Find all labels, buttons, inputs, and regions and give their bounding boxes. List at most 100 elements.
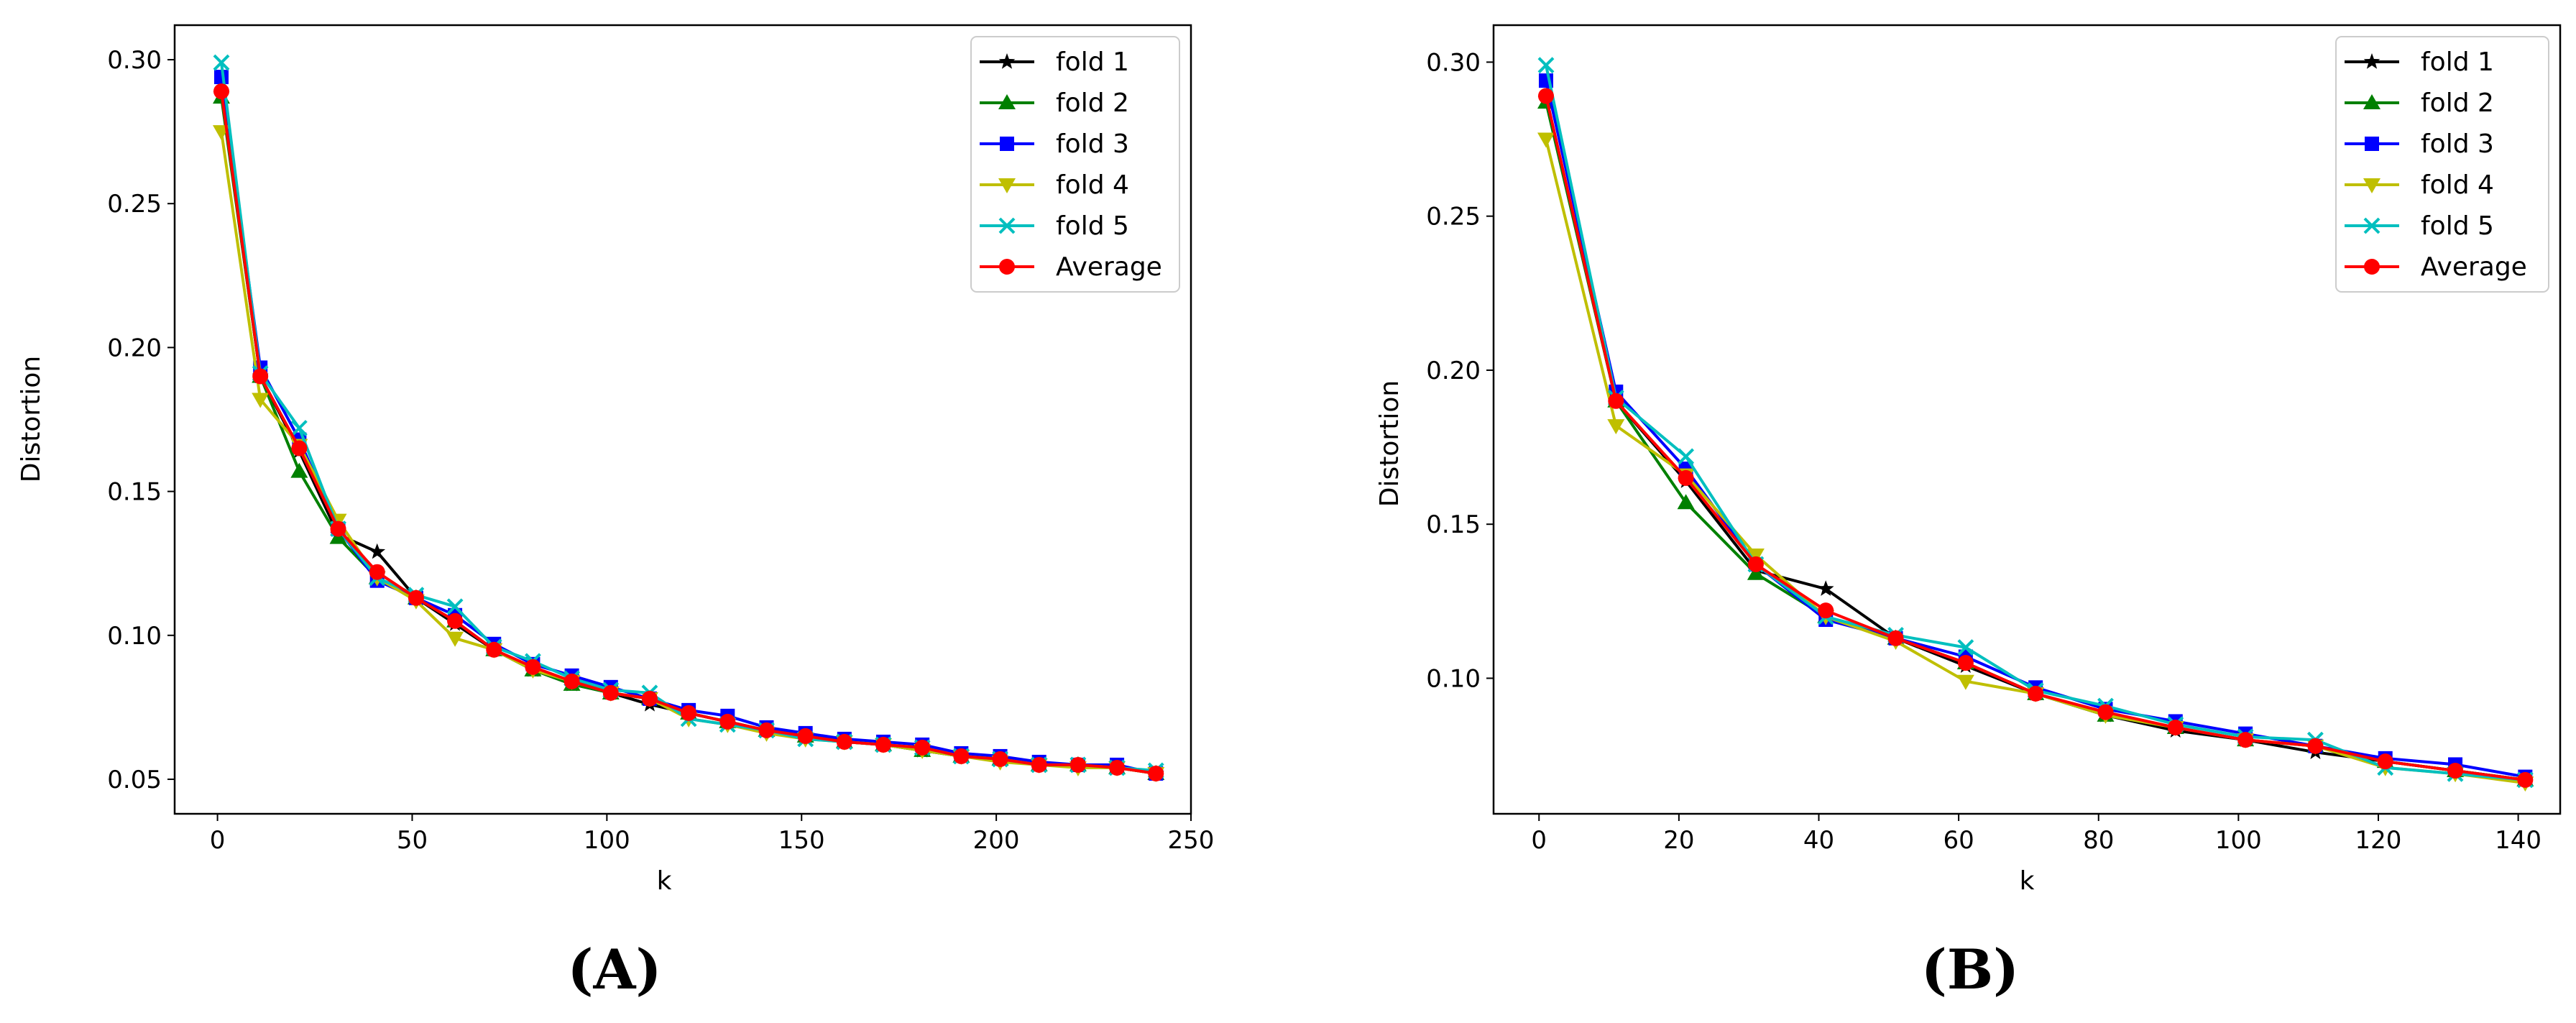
data-point-average: [875, 736, 892, 753]
y-axis-label-a: Distortion: [17, 356, 46, 482]
legend-entry-fold-3: fold 3: [980, 129, 1129, 159]
data-point-fold-2: [290, 462, 308, 478]
data-point-fold-4: [252, 393, 270, 408]
x-tick-label: 20: [1663, 826, 1694, 855]
legend-a: fold 1 fold 2 fold 3 fold 4 fold 5 Average: [970, 36, 1180, 293]
legend-label: fold 5: [2421, 211, 2494, 241]
data-point-average: [330, 520, 346, 537]
data-point-fold-5: [1537, 57, 1555, 74]
x-tick-label: 250: [1168, 826, 1215, 855]
data-point-average: [719, 713, 736, 730]
x-tick-label: 50: [397, 826, 428, 855]
x-tick-label: 80: [2083, 826, 2114, 855]
legend-entry-fold-1: fold 1: [980, 47, 1129, 77]
data-point-average: [758, 722, 775, 738]
data-point-average: [564, 673, 580, 689]
data-point-average: [213, 83, 230, 100]
data-point-fold-1: [369, 543, 386, 559]
data-point-average: [252, 368, 269, 385]
panel-caption-a: (A): [568, 937, 662, 1001]
data-point-average: [408, 590, 424, 606]
chart-panel-a: 0 50 100 150 200 250 0.05 0.10 0.15 0.20 0.25 0.30…: [17, 24, 1215, 1001]
data-point-fold-2: [1747, 564, 1765, 580]
legend-marker-fold-3: [1000, 137, 1014, 151]
data-point-average: [369, 564, 385, 580]
data-point-average: [2237, 732, 2254, 748]
data-point-average: [1957, 655, 1974, 671]
y-tick-label: 0.30: [1426, 48, 1481, 77]
legend-entry-fold-1: fold 1: [2345, 47, 2494, 77]
data-point-average: [797, 728, 814, 744]
data-point-fold-4: [446, 631, 464, 647]
x-axis-label-b: k: [2020, 866, 2035, 896]
legend-marker-fold-3: [2365, 137, 2379, 151]
data-point-fold-4: [1747, 549, 1765, 564]
data-point-average: [953, 748, 970, 764]
data-point-average: [1887, 630, 1904, 646]
data-point-average: [602, 684, 619, 701]
data-point-average: [447, 613, 464, 629]
data-point-fold-1: [1817, 580, 1834, 596]
legend-marker-fold-1: [998, 53, 1016, 69]
data-point-average: [992, 751, 1008, 767]
legend-b: fold 1 fold 2 fold 3 fold 4 fold 5 Average: [2335, 36, 2549, 293]
legend-label: fold 1: [2421, 47, 2494, 77]
y-tick-label: 0.30: [107, 46, 162, 75]
y-tick-label: 0.10: [1426, 664, 1481, 693]
legend-label: fold 5: [1056, 211, 1129, 241]
legend-marker-fold-1: [2363, 53, 2380, 69]
data-point-fold-2: [1677, 494, 1695, 510]
legend-marker-fold-5: [2363, 217, 2380, 234]
legend-entry-fold-4: fold 4: [980, 170, 1129, 200]
legend-marker-fold-5: [998, 217, 1016, 234]
legend-label: Average: [2421, 252, 2527, 282]
data-point-fold-5: [1678, 448, 1695, 465]
legend-entry-fold-2: fold 2: [2345, 88, 2494, 118]
data-point-average: [1747, 556, 1764, 572]
y-tick-label: 0.20: [107, 334, 162, 362]
series-average: [1537, 88, 2534, 788]
plot-frame-a: [173, 24, 1192, 815]
legend-marker-fold-2: [998, 94, 1016, 109]
data-point-average: [291, 440, 308, 457]
data-point-average: [914, 739, 931, 756]
data-point-average: [1148, 765, 1164, 781]
x-tick-label: 140: [2495, 826, 2542, 855]
y-axis-ticks-a: 0.05 0.10 0.15 0.20 0.25 0.30: [107, 46, 175, 794]
data-point-average: [641, 690, 658, 707]
data-point-average: [2167, 720, 2184, 736]
data-point-average: [1109, 759, 1126, 776]
legend-marker-average: [2364, 259, 2380, 275]
legend-label: Average: [1056, 252, 1162, 282]
y-axis-label-b: Distortion: [1375, 380, 1404, 507]
legend-label: fold 3: [1056, 129, 1129, 159]
x-axis-ticks-a: 0 50 100 150 200 250: [210, 814, 1215, 855]
x-tick-label: 200: [973, 826, 1020, 855]
panel-caption-b: (B): [1921, 937, 2019, 1001]
legend-label: fold 3: [2421, 129, 2494, 159]
legend-label: fold 2: [1056, 88, 1129, 118]
data-point-fold-5: [213, 54, 230, 71]
x-tick-label: 40: [1803, 826, 1834, 855]
legend-label: fold 4: [2421, 170, 2494, 200]
data-point-average: [1678, 469, 1694, 486]
legend-marker-fold-2: [2363, 94, 2380, 109]
x-tick-label: 150: [778, 826, 825, 855]
data-point-average: [2517, 771, 2534, 788]
x-tick-label: 60: [1943, 826, 1974, 855]
series-layer-a: [213, 54, 1165, 782]
legend-label: fold 1: [1056, 47, 1129, 77]
y-tick-label: 0.20: [1426, 357, 1481, 385]
x-tick-label: 100: [584, 826, 630, 855]
data-point-average: [525, 659, 541, 675]
y-tick-label: 0.25: [107, 190, 162, 219]
legend-entry-fold-5: fold 5: [980, 211, 1129, 241]
data-point-fold-5: [1957, 639, 1974, 656]
data-point-average: [2447, 763, 2464, 779]
chart-panel-b: 0 20 40 60 80 100 120 140 0.100.150.200.250.30 …: [1375, 24, 2562, 1001]
data-point-average: [836, 733, 852, 750]
legend-marker-fold-4: [998, 178, 1016, 193]
legend-box-a: [970, 36, 1180, 293]
